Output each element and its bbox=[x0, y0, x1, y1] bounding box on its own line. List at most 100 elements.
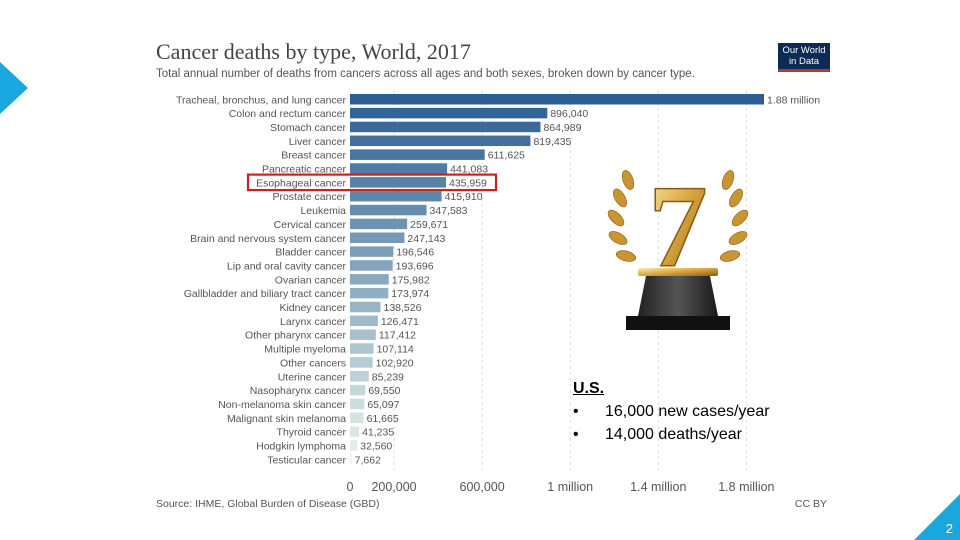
bar bbox=[350, 315, 378, 327]
owid-logo: Our World in Data bbox=[778, 43, 830, 72]
category-label: Kidney cancer bbox=[279, 302, 346, 314]
slide-accent-triangle bbox=[0, 62, 28, 114]
value-label: 247,143 bbox=[407, 233, 445, 245]
owid-logo-line-1: Our World bbox=[782, 45, 826, 56]
bar bbox=[350, 135, 531, 147]
category-label: Uterine cancer bbox=[278, 371, 347, 383]
category-label: Cervical cancer bbox=[274, 219, 347, 231]
bar-chart: 0 200,000 600,000 1 million 1.4 million 1.8 m… bbox=[176, 90, 820, 494]
bar bbox=[350, 246, 394, 257]
chart-title: Cancer deaths by type, World, 2017 bbox=[156, 39, 471, 64]
slide-number: 2 bbox=[945, 521, 953, 536]
value-label: 65,097 bbox=[367, 399, 399, 411]
category-label: Multiple myeloma bbox=[264, 344, 346, 356]
category-label: Lip and oral cavity cancer bbox=[227, 260, 347, 272]
x-tick-label: 1 million bbox=[547, 480, 593, 494]
bar bbox=[350, 260, 393, 271]
bar bbox=[350, 357, 373, 368]
value-label: 32,560 bbox=[360, 441, 392, 453]
trophy-icon: 7 bbox=[607, 160, 749, 330]
value-label: 61,665 bbox=[367, 413, 399, 425]
category-label: Bladder cancer bbox=[275, 247, 346, 259]
category-label: Tracheal, bronchus, and lung cancer bbox=[176, 94, 347, 106]
x-tick-label: 600,000 bbox=[460, 480, 505, 494]
bar bbox=[350, 440, 358, 451]
bar bbox=[350, 121, 541, 133]
bar bbox=[350, 426, 360, 437]
value-label: 259,671 bbox=[410, 219, 448, 231]
us-stats: U.S. • 16,000 new cases/year • 14,000 deat… bbox=[573, 380, 770, 446]
x-tick-label: 1.4 million bbox=[630, 480, 686, 494]
value-label: 1.88 million bbox=[767, 94, 820, 106]
category-label: Malignant skin melanoma bbox=[227, 413, 346, 425]
category-label: Brain and nervous system cancer bbox=[190, 233, 346, 245]
bar bbox=[350, 163, 448, 174]
laurel-left bbox=[607, 170, 637, 262]
us-deaths: 14,000 deaths/year bbox=[605, 426, 742, 443]
us-stat-item: • 14,000 deaths/year bbox=[573, 423, 770, 446]
chart-source: Source: IHME, Global Burden of Disease (… bbox=[156, 498, 380, 510]
category-label: Non-melanoma skin cancer bbox=[218, 399, 346, 411]
category-label: Thyroid cancer bbox=[277, 427, 347, 439]
value-label: 175,982 bbox=[392, 274, 430, 286]
category-label: Larynx cancer bbox=[280, 316, 346, 328]
value-label: 126,471 bbox=[381, 316, 419, 328]
value-label: 415,910 bbox=[445, 191, 483, 203]
value-label: 611,625 bbox=[488, 150, 525, 162]
category-label: Prostate cancer bbox=[272, 191, 346, 203]
value-label: 41,235 bbox=[362, 427, 394, 439]
category-label: Liver cancer bbox=[289, 136, 347, 148]
value-label: 196,546 bbox=[396, 247, 434, 259]
value-label: 441,083 bbox=[450, 164, 488, 176]
value-label: 107,114 bbox=[377, 344, 414, 356]
category-label: Other pharynx cancer bbox=[245, 330, 346, 342]
bar bbox=[350, 384, 366, 396]
us-stats-title: U.S. bbox=[573, 380, 605, 397]
category-label: Hodgkin lymphoma bbox=[256, 441, 346, 453]
value-label: 193,696 bbox=[396, 260, 434, 272]
category-label: Ovarian cancer bbox=[275, 274, 347, 286]
bar bbox=[350, 149, 485, 160]
bar bbox=[350, 204, 427, 216]
value-label: 435,959 bbox=[449, 177, 487, 189]
category-label: Gallbladder and biliary tract cancer bbox=[184, 288, 347, 300]
category-label: Nasopharynx cancer bbox=[250, 385, 347, 397]
bar bbox=[350, 398, 365, 410]
x-tick-label: 1.8 million bbox=[718, 480, 774, 494]
highlight-box bbox=[246, 173, 498, 192]
category-label: Colon and rectum cancer bbox=[229, 108, 347, 120]
laurel-right bbox=[719, 170, 749, 262]
value-label: 347,583 bbox=[430, 205, 468, 217]
category-label: Esophageal cancer bbox=[256, 177, 346, 189]
chart-license: CC BY bbox=[794, 498, 827, 510]
value-label: 896,040 bbox=[550, 108, 588, 120]
chart-subtitle: Total annual number of deaths from cance… bbox=[156, 68, 695, 80]
bar bbox=[350, 454, 352, 465]
category-label: Leukemia bbox=[300, 205, 346, 217]
bar bbox=[350, 190, 442, 202]
value-label: 69,550 bbox=[368, 385, 400, 397]
value-label: 138,526 bbox=[384, 302, 422, 314]
bar bbox=[350, 343, 374, 354]
value-label: 173,974 bbox=[391, 288, 429, 300]
x-tick-label: 200,000 bbox=[371, 480, 416, 494]
bar bbox=[350, 274, 389, 285]
value-label: 102,920 bbox=[376, 357, 414, 369]
bar bbox=[350, 301, 381, 313]
category-label: Pancreatic cancer bbox=[262, 164, 347, 176]
value-label: 864,989 bbox=[543, 122, 581, 134]
us-new-cases: 16,000 new cases/year bbox=[605, 403, 770, 420]
category-label: Testicular cancer bbox=[267, 454, 346, 466]
category-label: Stomach cancer bbox=[270, 122, 346, 134]
value-label: 819,435 bbox=[533, 136, 571, 148]
bar bbox=[350, 218, 408, 230]
value-label: 85,239 bbox=[372, 371, 404, 383]
bar bbox=[350, 287, 389, 299]
bar bbox=[350, 232, 405, 243]
value-label: 7,662 bbox=[355, 454, 381, 466]
us-stat-item: • 16,000 new cases/year bbox=[573, 400, 770, 423]
chart-panel: Cancer deaths by type, World, 2017 Total… bbox=[145, 32, 841, 517]
value-label: 117,412 bbox=[379, 330, 416, 342]
bar bbox=[350, 107, 548, 119]
slide-corner-accent bbox=[914, 494, 960, 540]
